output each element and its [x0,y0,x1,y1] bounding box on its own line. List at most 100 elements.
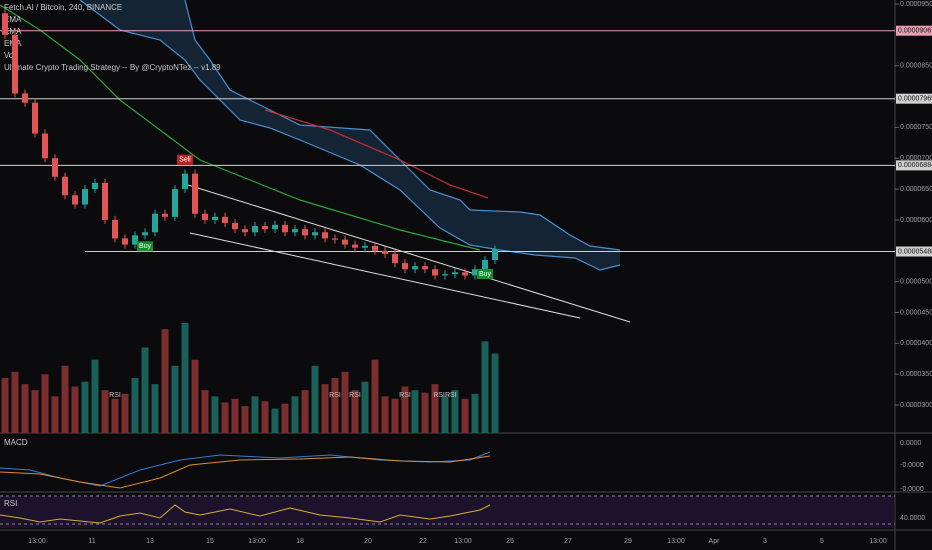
time-tick-label: 13:00 [28,538,46,545]
macd-tick: -0.0000 [900,462,924,469]
volume-bar [121,393,129,433]
candle [122,238,128,245]
volume-bar [201,390,209,433]
candle [232,223,238,230]
candle [92,182,98,190]
volume-bar [321,384,329,433]
candle [42,133,48,159]
candle [252,226,258,233]
volume-bar [81,381,89,433]
volume-bar [421,392,429,433]
candle [82,189,88,205]
macd-label: MACD [4,438,28,447]
volume-bar [471,393,479,433]
volume-bar [451,390,459,433]
volume-bar [361,381,369,433]
volume-bar [51,396,59,433]
level-label: 0.00007965 [898,96,932,103]
volume-bar [1,378,9,433]
candle [312,232,318,236]
signal-line [0,455,491,489]
candle [222,216,228,224]
candle [192,173,198,214]
candle [262,226,268,230]
volume-bar [311,365,319,433]
volume-bar [391,398,399,433]
volume-bar [411,390,419,433]
volume-bar [481,341,489,433]
level-label: 0.00005488 [898,248,932,255]
candle [142,232,148,236]
indicator: Ultimate Crypto Trading Strategy -- By @… [4,63,221,72]
time-tick-label: 13:00 [248,538,266,545]
candle [182,173,188,190]
candle [472,269,478,276]
volume-bar [261,401,269,433]
candle [352,244,358,248]
volume-bar [101,390,109,433]
candle [112,219,118,239]
level-badge [896,25,932,36]
candle [32,102,38,134]
volume-bar [301,390,309,433]
volume-bar [171,365,179,433]
cloud-edge [79,0,621,271]
rsi-marker: RSI [109,392,121,399]
level-badge [896,246,932,257]
candle [442,274,448,276]
volume-bar [21,384,29,433]
volume-bar [221,402,229,433]
indicator: EMA [4,15,22,24]
candle [132,235,138,245]
volume-bar [491,353,499,433]
candle [372,245,378,251]
candle [22,93,28,103]
rsi-marker: RSI [399,392,411,399]
volume-bar [371,359,379,433]
volume-bar [91,359,99,433]
volume-bar [11,371,19,433]
time-tick-label: 22 [419,538,427,545]
candle [302,229,308,236]
signal-label: Sell [179,157,191,164]
volume-bar [271,408,279,433]
macd-tick: -0.0000 [900,486,924,493]
candle [412,266,418,270]
volume-bar [41,374,49,433]
volume-bar [281,403,289,433]
time-tick-label: 29 [624,538,632,545]
candle [392,253,398,264]
volume-bar [131,378,139,433]
candle [382,250,388,254]
candle [492,249,498,261]
candle [282,224,288,233]
candle [102,182,108,220]
volume-bar [181,323,189,433]
rsi-marker: RSIRSI [433,392,456,399]
candle [362,245,368,248]
candle [462,272,468,276]
candle [152,213,158,233]
candle [172,189,178,217]
rsi-marker: RSI [349,392,361,399]
level-badge [896,160,932,171]
time-tick-label: 13:00 [454,538,472,545]
volume-bar [401,386,409,433]
candle [422,266,428,270]
volume-bar [31,390,39,433]
level-label: 0.00009067 [898,28,932,35]
time-tick-label: 25 [506,538,514,545]
ema-line [264,109,489,199]
volume-bar [251,396,259,433]
volume-bar [291,396,299,433]
